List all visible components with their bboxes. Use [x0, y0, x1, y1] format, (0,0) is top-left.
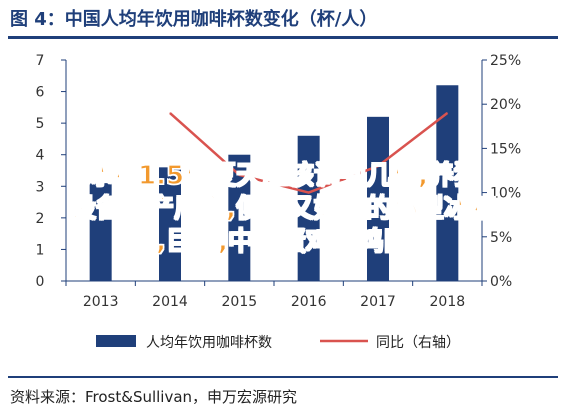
bar — [89, 183, 112, 281]
y-left-tick-label: 0 — [36, 274, 45, 290]
yoy-point — [169, 112, 171, 114]
bars — [89, 85, 459, 281]
x-tick-label: 2014 — [152, 294, 188, 310]
legend-label-bar: 人均年饮用咖啡杯数 — [146, 335, 272, 351]
yoy-point — [446, 112, 448, 114]
y-left-tick-label: 3 — [36, 179, 45, 195]
yoy-line — [169, 112, 449, 194]
bar — [436, 85, 459, 281]
yoy-point — [377, 165, 379, 167]
x-tick-label: 2016 — [291, 294, 327, 310]
bar — [228, 154, 251, 281]
chart: 0 1 2 3 4 5 6 7 0% 5% 10% 15% 20% 25% 2013 2014 2015 2016… — [36, 53, 522, 351]
y-right-tick-label: 15% — [490, 141, 521, 157]
y-right-tick-label: 0% — [490, 274, 512, 290]
x-tick-label: 2018 — [430, 294, 466, 310]
x-tick-label: 2015 — [222, 294, 258, 310]
source-rule — [8, 376, 558, 378]
bar — [159, 167, 181, 281]
x-tick-label: 2013 — [83, 294, 119, 310]
legend: 人均年饮用咖啡杯数 同比（右轴） — [96, 335, 460, 351]
chart-title: 图 4：中国人均年饮用咖啡杯数变化（杯/人） — [10, 9, 378, 30]
source-note: 资料来源：Frost&Sullivan，申万宏源研究 — [10, 388, 298, 406]
tick-labels: 0 1 2 3 4 5 6 7 0% 5% 10% 15% 20% 25% 2013 2014 2015 2016… — [36, 53, 522, 310]
y-right-tick-label: 5% — [490, 230, 512, 246]
bar — [297, 135, 320, 281]
x-tick-label: 2017 — [360, 294, 396, 310]
y-left-tick-label: 5 — [36, 116, 45, 132]
title-bar: 图 4：中国人均年饮用咖啡杯数变化（杯/人） — [0, 0, 566, 34]
y-left-tick-label: 4 — [36, 148, 45, 164]
axes — [61, 59, 487, 286]
bar — [367, 116, 389, 281]
y-left-tick-label: 7 — [36, 53, 45, 69]
legend-swatch-bar — [96, 335, 136, 347]
yoy-point — [238, 174, 240, 176]
y-right-tick-label: 20% — [490, 97, 521, 113]
y-right-tick-label: 10% — [490, 186, 521, 202]
y-left-tick-label: 2 — [36, 211, 45, 227]
title-rule — [8, 36, 558, 39]
y-left-tick-label: 6 — [36, 85, 45, 101]
y-left-tick-label: 1 — [36, 242, 45, 258]
y-right-tick-label: 25% — [490, 53, 521, 69]
legend-label-line: 同比（右轴） — [376, 335, 460, 351]
yoy-point — [308, 192, 310, 194]
